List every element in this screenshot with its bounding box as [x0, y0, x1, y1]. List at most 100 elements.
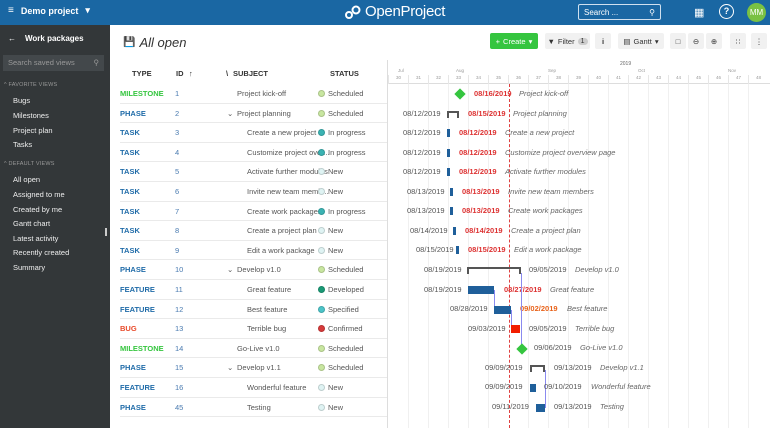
task-bar[interactable]	[447, 129, 450, 137]
search-placeholder: Search saved views	[8, 58, 75, 67]
details-view-button[interactable]: i	[595, 33, 611, 49]
back-to-work-packages[interactable]: ← Work packages	[8, 34, 84, 43]
collapse-chevron-icon: ⌄	[227, 108, 234, 118]
collapse-chevron-icon: ⌄	[227, 363, 234, 373]
toolbar: 💾 All open + Create ▾ ▼ Filter 1 i ▤ Gantt ▾ □…	[110, 25, 770, 60]
filter-button[interactable]: ▼ Filter 1	[545, 33, 590, 49]
sidebar-item-milestones[interactable]: Milestones	[13, 111, 49, 120]
task-bar[interactable]	[456, 246, 459, 254]
plus-icon: +	[495, 36, 501, 46]
table-row[interactable]: PHASE 15 ⌄ Develop v1.1 Scheduled	[120, 358, 387, 378]
gantt-chart: 2019 Jul Aug Sep Oct Nov 30 31 32 33 34 …	[388, 60, 770, 428]
table-row[interactable]: MILESTONE 1 Project kick-off Scheduled	[120, 84, 387, 104]
table-row[interactable]: BUG 13 Terrible bug Confirmed	[120, 319, 387, 339]
create-button[interactable]: + Create ▾	[490, 33, 538, 49]
task-bar[interactable]	[536, 404, 545, 412]
zoom-out-button[interactable]: ⊖	[688, 33, 704, 49]
table-row[interactable]: PHASE 10 ⌄ Develop v1.0 Scheduled	[120, 260, 387, 280]
expand-icon: □	[675, 36, 681, 46]
gantt-icon: ▤	[623, 36, 631, 46]
column-subject[interactable]: SUBJECT	[233, 69, 269, 78]
page-title: 💾 All open	[123, 35, 186, 50]
sidebar-resize-handle[interactable]	[105, 228, 107, 236]
milestone-diamond[interactable]	[516, 343, 528, 355]
zoom-out-icon: ⊖	[692, 36, 700, 46]
table-row[interactable]: TASK 3 Create a new project In progress	[120, 123, 387, 143]
global-search-input[interactable]: Search ... ⚲	[578, 4, 661, 20]
top-header: ≡ Demo project ▾ OpenProject Search ... …	[0, 0, 770, 25]
bug-bar[interactable]	[511, 325, 520, 333]
task-bar[interactable]	[450, 188, 453, 196]
phase-bar[interactable]	[447, 111, 459, 118]
column-type[interactable]: TYPE	[132, 69, 152, 78]
sidebar-item-assigned-to-me[interactable]: Assigned to me	[13, 190, 65, 199]
sidebar-item-gantt-chart[interactable]: Gantt chart	[13, 219, 51, 228]
table-row[interactable]: TASK 7 Create work packages In progress	[120, 202, 387, 222]
table-row[interactable]: FEATURE 11 Great feature Developed	[120, 280, 387, 300]
more-menu-button[interactable]: ⋮	[751, 33, 767, 49]
task-bar[interactable]	[447, 168, 450, 176]
view-title[interactable]: All open	[139, 35, 187, 50]
week-label: 48	[748, 75, 768, 84]
task-bar[interactable]	[453, 227, 456, 235]
sidebar-item-tasks[interactable]: Tasks	[13, 140, 33, 149]
task-bar[interactable]	[447, 149, 450, 157]
week-label: 36	[508, 75, 528, 84]
task-bar[interactable]	[494, 306, 511, 314]
help-icon[interactable]: ?	[719, 4, 734, 19]
table-row[interactable]: TASK 8 Create a project plan New	[120, 221, 387, 241]
week-label: 38	[548, 75, 568, 84]
sidebar: ← Work packages Search saved views ⚲ ^ F…	[0, 25, 110, 428]
filter-count-badge: 1	[577, 37, 588, 45]
table-row[interactable]: TASK 4 Customize project over... In progres…	[120, 143, 387, 163]
week-label: 41	[608, 75, 628, 84]
table-row[interactable]: TASK 6 Invite new team memb... New	[120, 182, 387, 202]
table-row[interactable]: TASK 5 Activate further modules New	[120, 162, 387, 182]
favorite-views-header[interactable]: ^ FAVORITE VIEWS	[4, 82, 58, 88]
zoom-in-button[interactable]: ⊕	[706, 33, 722, 49]
logo-text: OpenProject	[365, 3, 446, 20]
project-selector[interactable]: ≡ Demo project ▾	[8, 5, 90, 16]
column-status[interactable]: STATUS	[330, 69, 359, 78]
sidebar-item-summary[interactable]: Summary	[13, 263, 46, 272]
hierarchy-toggle-icon[interactable]: \	[226, 69, 229, 78]
sidebar-item-bugs[interactable]: Bugs	[13, 96, 31, 105]
column-id[interactable]: ID	[176, 69, 184, 78]
year-label: 2019	[620, 61, 632, 67]
phase-bar[interactable]	[530, 365, 545, 372]
sort-asc-icon: ↑	[189, 69, 193, 78]
filter-icon: ▼	[547, 36, 555, 46]
milestone-diamond[interactable]	[454, 88, 466, 100]
month-label: Nov	[728, 68, 737, 73]
chevron-down-icon: ▾	[654, 36, 659, 46]
project-name[interactable]: Demo project	[20, 5, 79, 16]
task-bar[interactable]	[530, 384, 536, 392]
table-row[interactable]: PHASE 2 ⌄ Project planning Scheduled	[120, 104, 387, 124]
zoom-to-fit-button[interactable]: □	[670, 33, 686, 49]
table-row[interactable]: MILESTONE 14 Go-Live v1.0 Scheduled	[120, 339, 387, 359]
phase-bar[interactable]	[467, 267, 521, 274]
modules-grid-icon[interactable]: ▦	[694, 7, 705, 19]
today-line	[509, 84, 510, 428]
default-views-header[interactable]: ^ DEFAULT VIEWS	[4, 161, 55, 167]
saved-views-search-input[interactable]: Search saved views ⚲	[3, 55, 104, 71]
avatar[interactable]: MM	[747, 3, 766, 22]
save-icon[interactable]: 💾	[123, 37, 136, 48]
table-row[interactable]: FEATURE 16 Wonderful feature New	[120, 378, 387, 398]
week-label: 35	[488, 75, 508, 84]
split-resizer[interactable]	[387, 60, 388, 428]
sidebar-item-project-plan[interactable]: Project plan	[13, 126, 53, 135]
table-row[interactable]: TASK 9 Edit a work package New	[120, 241, 387, 261]
table-row[interactable]: PHASE 45 Testing New	[120, 398, 387, 418]
fullscreen-button[interactable]: ∷	[730, 33, 746, 49]
sidebar-item-recently-created[interactable]: Recently created	[13, 248, 70, 257]
sidebar-item-created-by-me[interactable]: Created by me	[13, 205, 63, 214]
task-bar[interactable]	[450, 207, 453, 215]
task-bar[interactable]	[468, 286, 494, 294]
openproject-logo[interactable]: OpenProject	[345, 3, 445, 20]
hamburger-menu-icon[interactable]: ≡	[8, 5, 14, 16]
sidebar-item-latest-activity[interactable]: Latest activity	[13, 234, 59, 243]
sidebar-item-all-open[interactable]: All open	[13, 175, 41, 184]
table-row[interactable]: FEATURE 12 Best feature Specified	[120, 300, 387, 320]
gantt-toggle-button[interactable]: ▤ Gantt ▾	[618, 33, 664, 49]
